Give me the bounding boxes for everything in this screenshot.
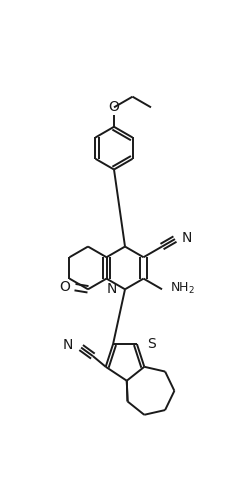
Text: N: N (181, 231, 191, 245)
Text: O: O (59, 280, 69, 294)
Text: S: S (147, 337, 155, 351)
Text: O: O (108, 100, 119, 114)
Text: NH$_2$: NH$_2$ (169, 280, 194, 296)
Text: N: N (63, 338, 73, 352)
Text: N: N (106, 282, 117, 296)
